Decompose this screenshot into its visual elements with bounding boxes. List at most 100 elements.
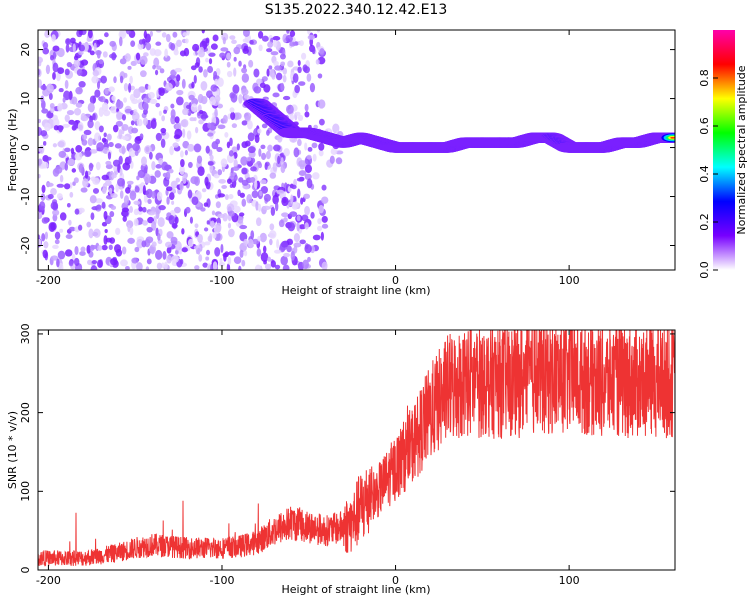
spectrogram-speckle — [311, 142, 318, 149]
spectrogram-speckle — [253, 68, 260, 78]
spectrogram-speckle — [148, 91, 155, 99]
spectrogram-speckle — [83, 150, 92, 158]
spectrogram-speckle — [119, 75, 124, 84]
spectrogram-speckle — [249, 176, 256, 183]
spectrogram-speckle — [303, 193, 310, 200]
spectrogram-speckle — [185, 206, 191, 214]
spectrogram-speckle — [143, 30, 148, 39]
spectrogram-speckle — [270, 260, 276, 268]
spectrogram-speckle — [199, 110, 204, 115]
spectrogram-speckle — [265, 150, 271, 160]
spectrogram-speckle — [58, 87, 64, 93]
spectrogram-speckle — [301, 52, 307, 60]
spectrogram-speckle — [307, 146, 313, 152]
spectrogram-speckle — [208, 52, 216, 57]
spectrogram-x-tick-label: 0 — [392, 274, 399, 287]
spectrogram-speckle — [122, 136, 129, 141]
spectrogram-speckle — [129, 190, 137, 201]
spectrogram-speckle — [182, 174, 187, 185]
spectrogram-speckle — [192, 43, 200, 52]
spectrogram-speckle — [112, 159, 121, 167]
colorbar-tick-label: 0.0 — [698, 261, 711, 279]
spectrogram-speckle — [126, 180, 134, 185]
spectrogram-speckle — [96, 50, 101, 59]
spectrogram-speckle — [96, 204, 102, 210]
spectrogram-speckle — [274, 65, 282, 71]
spectrogram-speckle — [78, 30, 83, 36]
spectrogram-speckle — [218, 262, 225, 267]
spectrogram-speckle — [113, 76, 117, 84]
spectrogram-y-tick-label: 10 — [19, 92, 32, 106]
spectrogram-speckle — [206, 220, 210, 225]
spectrogram-speckle — [101, 174, 109, 181]
spectrogram-speckle — [90, 244, 98, 250]
spectrogram-x-tick-label: 100 — [559, 274, 580, 287]
spectrogram-speckle — [233, 67, 237, 77]
snr-y-axis-title: SNR (10 * v/v) — [6, 411, 19, 489]
spectrogram-speckle — [91, 75, 99, 84]
spectrogram-speckle — [317, 218, 322, 225]
spectrogram-speckle — [247, 146, 256, 154]
spectrogram-speckle — [120, 259, 128, 267]
spectrogram-speckle — [52, 209, 60, 216]
spectrogram-speckle — [287, 60, 294, 68]
spectrogram-speckle — [242, 30, 250, 37]
spectrogram-speckle — [174, 116, 180, 124]
spectrogram-speckle — [129, 206, 134, 213]
spectrogram-speckle — [241, 141, 248, 149]
spectrogram-speckle — [130, 40, 136, 47]
spectrogram-speckle — [182, 108, 189, 116]
spectrogram-speckle — [110, 193, 118, 199]
spectrogram-speckle — [94, 132, 101, 142]
spectrogram-speckle — [106, 133, 112, 141]
spectrogram-speckle — [77, 122, 84, 132]
spectrogram-speckle — [92, 177, 101, 185]
spectrogram-speckle — [299, 163, 305, 170]
spectrogram-speckle — [297, 66, 302, 74]
spectrogram-speckle — [304, 111, 310, 118]
spectrogram-speckle — [208, 58, 213, 65]
spectrogram-speckle — [125, 30, 132, 35]
spectrogram-speckle — [226, 178, 232, 184]
spectrogram-speckle — [283, 217, 288, 223]
spectrogram-speckle — [57, 250, 66, 260]
spectrogram-speckle — [137, 42, 144, 50]
spectrogram-speckle — [200, 207, 206, 212]
spectrogram-speckle — [266, 68, 270, 77]
spectrogram-speckle — [170, 180, 178, 189]
spectrogram-speckle — [267, 144, 273, 152]
spectrogram-speckle — [108, 244, 113, 251]
spectrogram-speckle — [138, 206, 143, 212]
spectrogram-speckle — [168, 192, 175, 201]
spectrogram-speckle — [98, 107, 104, 117]
spectrogram-speckle — [309, 82, 316, 93]
spectrogram-speckle — [254, 179, 258, 190]
spectrogram-speckle — [105, 164, 113, 170]
spectrogram-speckle — [112, 124, 119, 133]
spectrogram-speckle — [80, 59, 89, 66]
spectrogram-speckle — [127, 155, 132, 165]
spectrogram-speckle — [203, 69, 208, 78]
snr-x-tick-label: -200 — [36, 574, 61, 587]
snr-y-tick-label: 200 — [19, 402, 32, 423]
spectrogram-speckle — [189, 117, 196, 122]
spectrogram-speckle — [237, 215, 244, 224]
spectrogram-speckle — [114, 143, 122, 149]
spectrogram-speckle — [250, 230, 255, 240]
spectrogram-speckle — [88, 162, 94, 172]
spectrogram-speckle — [64, 114, 70, 123]
spectrogram-speckle — [209, 154, 214, 161]
spectrogram-speckle — [94, 89, 101, 98]
spectrogram-speckle — [238, 60, 242, 67]
spectrogram-speckle — [165, 171, 171, 181]
spectrogram-y-tick-label: -20 — [19, 237, 32, 255]
spectrogram-speckle — [203, 202, 209, 207]
spectrogram-speckle — [281, 182, 285, 189]
spectrogram-speckle — [110, 106, 119, 114]
spectrogram-speckle — [205, 145, 210, 154]
spectrogram-speckle — [239, 224, 248, 230]
spectrogram-speckle — [75, 144, 83, 153]
spectrogram-speckle — [165, 82, 173, 92]
spectrogram-speckle — [142, 97, 148, 103]
spectrogram-speckle — [56, 193, 63, 200]
